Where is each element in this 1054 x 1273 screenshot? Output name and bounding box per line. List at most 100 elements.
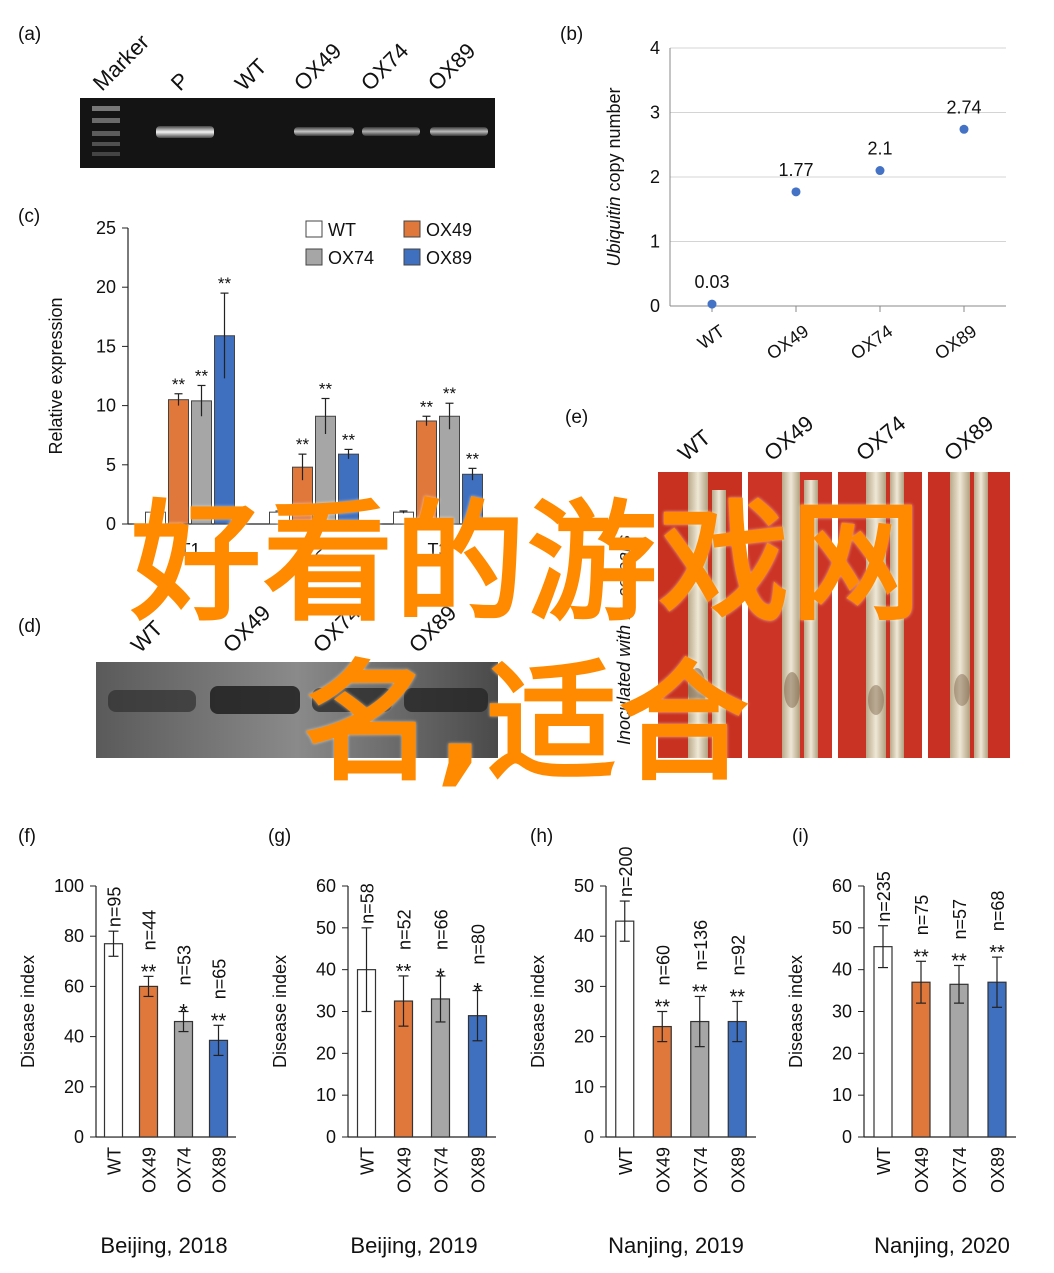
x-tick-label: WT: [105, 1147, 125, 1175]
gel-marker-band: [92, 118, 120, 123]
x-tick-label: WT: [874, 1147, 894, 1175]
gel-image: [80, 98, 495, 168]
panel-label-i: (i): [792, 826, 809, 847]
photo-label-ox49: OX49: [759, 411, 818, 466]
significance-mark: *: [473, 979, 482, 1004]
y-tick-label: 50: [832, 918, 852, 938]
gel-band-ox89: [430, 127, 488, 136]
legend-swatch-wt: [305, 220, 323, 238]
y-tick-label: 20: [832, 1043, 852, 1063]
n-label: n=66: [432, 909, 452, 950]
chart-b-copy-number: 0 1 2 3 4 WT 0.03 OX49 1.77 OX74 2.1 OX89 2.74 Ubiqui…: [604, 38, 1006, 364]
x-tick-label: OX74: [175, 1147, 195, 1193]
y-tick-label: 50: [316, 918, 336, 938]
x-tick-label: OX49: [912, 1147, 932, 1193]
n-label: n=92: [728, 935, 748, 976]
gel-marker-band: [92, 152, 120, 156]
y-tick-label: 15: [96, 336, 116, 356]
panel-label-c: (c): [18, 206, 40, 227]
stem-image: [950, 472, 970, 758]
gel-marker-band: [92, 106, 120, 111]
data-point: [791, 187, 801, 197]
lesion-mark: [868, 685, 884, 715]
data-point: [875, 166, 885, 176]
gel-lane-marker: Marker: [88, 29, 154, 95]
chart-caption: Beijing, 2019: [350, 1233, 477, 1258]
gel-background: [80, 98, 495, 168]
x-tick-label: OX89: [988, 1147, 1008, 1193]
y-axis-title: Ubiquitin copy number: [604, 87, 624, 266]
bar-ox49: [416, 420, 437, 525]
x-tick-label: OX49: [140, 1147, 160, 1193]
chart-f-disease-index: 0 20 40 60 80 100 n=95 WT ** n=44 OX49 * n=53 OX74 ** n…: [18, 876, 236, 1258]
n-label: n=65: [210, 959, 230, 1000]
x-tick-label: OX74: [432, 1147, 452, 1193]
lesion-mark: [688, 668, 706, 712]
blot-lane-ox49: OX49: [218, 600, 275, 657]
chart-caption: Nanjing, 2019: [608, 1233, 744, 1258]
x-tick-label: OX74: [847, 321, 896, 364]
x-tick-label: WT: [616, 1147, 636, 1175]
significance-mark: **: [989, 942, 1005, 964]
x-tick-label: OX74: [691, 1147, 711, 1193]
chart-i-disease-index: 0 10 20 30 40 50 60 n=235 WT ** n=75 OX49 ** n=57 OX74…: [786, 871, 1016, 1258]
n-label: n=58: [358, 883, 378, 924]
y-tick-label: 20: [316, 1043, 336, 1063]
lesion-mark: [784, 672, 800, 708]
gel-lane-p: P: [166, 67, 194, 95]
bar-ox89: [338, 453, 359, 525]
data-label: 2.74: [946, 97, 981, 117]
significance-mark: **: [342, 430, 356, 449]
photo-label-ox74: OX74: [851, 411, 910, 466]
y-axis-title-italic: Ubiquitin: [604, 197, 624, 267]
panel-label-b: (b): [560, 24, 583, 45]
y-tick-label: 0: [650, 296, 660, 316]
significance-mark: **: [654, 997, 670, 1019]
gel-marker-band: [92, 142, 120, 146]
n-label: n=52: [395, 909, 415, 950]
legend-swatch-ox49: [403, 220, 421, 238]
y-tick-label: 4: [650, 38, 660, 58]
gel-lane-wt: WT: [230, 54, 272, 96]
bar-ox49: [911, 981, 931, 1138]
x-tick-label: WT: [694, 321, 728, 353]
significance-mark: **: [396, 961, 412, 983]
y-tick-label: 25: [96, 218, 116, 238]
y-tick-label: 40: [832, 960, 852, 980]
bar-wt: [145, 511, 166, 525]
legend-label-ox49: OX49: [426, 220, 472, 240]
data-point: [707, 299, 717, 309]
x-tick-label: OX49: [395, 1147, 415, 1193]
chart-caption: Nanjing, 2020: [874, 1233, 1010, 1258]
panel-label-e: (e): [565, 407, 588, 428]
significance-mark: *: [179, 1000, 188, 1025]
bar-ox74: [173, 1020, 194, 1138]
bar-ox89: [462, 473, 483, 525]
panel-label-d: (d): [18, 616, 41, 637]
data-point: [959, 124, 969, 134]
significance-mark: **: [420, 397, 434, 416]
stem-image: [712, 490, 726, 758]
n-label: n=200: [616, 846, 636, 897]
significance-mark: **: [951, 950, 967, 972]
lesion-mark: [954, 674, 970, 706]
panel-label-h: (h): [530, 826, 553, 847]
n-label: n=60: [653, 945, 673, 986]
gel-band-ox49: [294, 127, 354, 136]
y-tick-label: 40: [574, 926, 594, 946]
bar-ox74: [191, 400, 212, 525]
group-label: T2: [303, 540, 324, 560]
panel-label-f: (f): [18, 826, 36, 847]
legend-label-wt: WT: [328, 220, 356, 240]
blot-band: [312, 688, 392, 712]
y-tick-label: 10: [832, 1085, 852, 1105]
y-tick-label: 60: [832, 876, 852, 896]
x-tick-label: WT: [358, 1147, 378, 1175]
gel-marker-band: [92, 131, 120, 136]
y-axis-title: Disease index: [270, 955, 290, 1068]
significance-mark: **: [141, 961, 157, 983]
stem-image: [688, 472, 708, 758]
n-label: n=68: [988, 891, 1008, 932]
gel-band-p: [156, 126, 214, 138]
